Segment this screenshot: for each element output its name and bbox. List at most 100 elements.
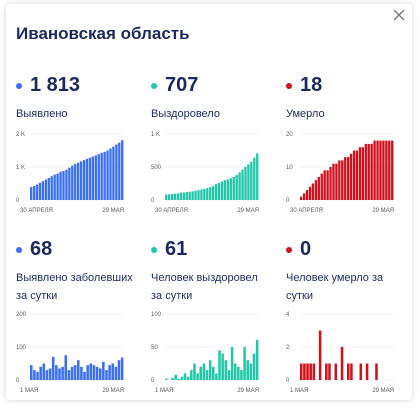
chart-bar <box>347 157 350 200</box>
chart-bar <box>203 188 206 200</box>
chart-bar <box>177 378 181 380</box>
chart-bar <box>39 366 42 380</box>
chart-bar <box>253 157 256 200</box>
chart-bar <box>308 186 312 200</box>
y-tick-label: 0 <box>151 198 155 204</box>
chart-bar <box>361 147 365 200</box>
chart-bar <box>391 140 394 200</box>
chart-bar <box>97 154 100 200</box>
y-tick-label: 20 <box>286 132 293 138</box>
chart-bar <box>332 163 335 200</box>
chart-bar <box>80 366 83 380</box>
x-tick-label-end: 29 МАЯ <box>237 208 259 214</box>
y-tick-label: 50 <box>151 345 158 351</box>
y-tick-label: 100 <box>151 312 162 318</box>
chart-bar <box>70 366 74 380</box>
chart-bar <box>309 363 312 380</box>
x-tick-label-start: 1 МАЯ <box>20 388 38 394</box>
stat-value: 707 <box>165 74 199 96</box>
chart-bar <box>118 142 121 200</box>
x-tick-label-end: 29 МАЯ <box>102 388 124 394</box>
chart-bar <box>241 169 244 200</box>
chart-detected-cumulative: 2 K 1 K 030 АПРЕЛЯ 29 МАЯ <box>16 132 124 214</box>
chart-bar <box>182 192 185 200</box>
chart-bar <box>115 144 118 200</box>
chart-bar <box>38 182 42 200</box>
chart-bar <box>94 155 97 200</box>
chart-bar <box>64 355 67 380</box>
chart-bar <box>176 193 180 200</box>
x-tick-label-start: 30 АПРЕЛЯ <box>20 208 53 214</box>
y-tick-label: 2 K <box>16 132 25 138</box>
chart-bar <box>323 170 326 200</box>
chart-bar <box>50 176 53 200</box>
chart-bar <box>61 366 64 380</box>
chart-detected-daily: 200 100 01 МАЯ 29 МАЯ <box>16 312 124 394</box>
chart-bar <box>329 167 332 200</box>
chart-bar <box>349 153 353 200</box>
y-tick-label: 1 K <box>151 132 160 138</box>
close-icon[interactable] <box>392 8 406 22</box>
series-dot <box>151 246 157 253</box>
chart-bar <box>41 181 45 200</box>
stat-label: Человек умерло за сутки <box>286 272 384 302</box>
chart-bar <box>382 140 385 200</box>
chart-bar <box>255 339 259 380</box>
stat-label: Выздоровело <box>151 108 220 120</box>
chart-bar <box>252 353 256 380</box>
chart-bar <box>165 194 168 200</box>
y-tick-label: 10 <box>286 165 293 171</box>
page-title: Ивановская область <box>16 24 190 43</box>
chart-bar <box>67 370 71 380</box>
stat-value: 18 <box>300 74 323 96</box>
chart-bar <box>89 363 93 380</box>
chart-bar <box>224 360 228 380</box>
stat-card-deaths: 18 Умерло <box>286 74 410 123</box>
x-tick-label-end: 29 МАЯ <box>372 208 394 214</box>
region-panel: Ивановская область 1 813 Выявлено 707 Вы… <box>6 4 412 400</box>
chart-bar <box>212 366 215 380</box>
chart-bar <box>318 330 322 380</box>
chart-bar <box>212 186 215 200</box>
chart-bar <box>365 363 369 380</box>
chart-deaths-daily: 4 2 01 МАЯ 29 МАЯ <box>286 312 394 394</box>
chart-bar <box>174 374 177 380</box>
chart-bar <box>173 193 177 200</box>
y-tick-label: 2 <box>286 345 290 351</box>
chart-bar <box>103 151 106 200</box>
y-tick-label: 0 <box>286 378 290 384</box>
chart-bar <box>194 190 197 200</box>
chart-bar <box>167 194 171 200</box>
y-tick-label: 500 <box>151 165 162 171</box>
chart-bar <box>65 169 68 200</box>
chart-bar <box>344 157 347 200</box>
chart-bar <box>48 368 52 380</box>
y-tick-label: 0 <box>151 378 155 384</box>
chart-bar <box>359 363 363 380</box>
chart-bar <box>77 360 80 380</box>
chart-bar <box>77 162 80 200</box>
chart-bar <box>35 184 39 200</box>
chart-bar <box>82 160 86 200</box>
series-dot <box>286 246 292 253</box>
chart-bar <box>317 176 320 200</box>
chart-bar <box>191 191 194 200</box>
chart-bar <box>247 164 250 200</box>
chart-bar <box>235 174 238 200</box>
chart-bar <box>340 347 344 380</box>
chart-bar <box>355 150 359 200</box>
chart-bar <box>215 373 218 380</box>
chart-bar <box>217 182 221 200</box>
chart-bar <box>243 347 246 380</box>
chart-bar <box>311 183 315 200</box>
chart-bar <box>237 366 240 380</box>
chart-bar <box>320 173 323 200</box>
chart-bar <box>305 190 309 200</box>
chart-bar <box>95 366 99 380</box>
x-tick-label-end: 29 МАЯ <box>102 208 124 214</box>
chart-bar <box>91 156 95 200</box>
chart-bar <box>325 363 328 380</box>
chart-bar <box>68 167 71 200</box>
stat-label: Выявлено заболевших за сутки <box>16 272 133 302</box>
y-tick-label: 0 <box>286 198 290 204</box>
